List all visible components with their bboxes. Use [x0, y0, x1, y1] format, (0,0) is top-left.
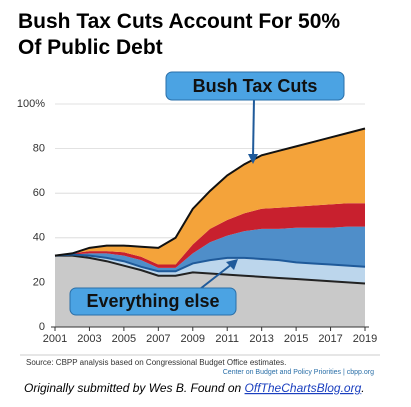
- arrow-head: [248, 154, 258, 164]
- annotations: Bush Tax Cuts Everything else: [69, 71, 345, 316]
- area: [55, 128, 365, 265]
- y-tick-label: 0: [39, 321, 45, 333]
- arrow-head: [226, 259, 238, 270]
- x-tick-label: 2019: [353, 333, 377, 345]
- annotation-box: [165, 71, 345, 101]
- x-tick-label: 2001: [43, 333, 67, 345]
- annotation: Bush Tax Cuts: [193, 76, 318, 96]
- source: Source: CBPP analysis based on Congressi…: [26, 358, 286, 367]
- y-tick-label: 40: [33, 232, 45, 244]
- y-tick-label: 60: [33, 187, 45, 199]
- x-tick-label: 2007: [146, 333, 170, 345]
- series-line: [54, 253, 366, 273]
- x-tick-label: 2003: [77, 333, 101, 345]
- area: [55, 226, 365, 272]
- footer-text: Originally submitted by Wes B. Found on: [24, 381, 245, 395]
- series-line: [54, 127, 366, 257]
- chart-title: Of Public Debt: [18, 36, 163, 59]
- x-tick-label: 2017: [318, 333, 342, 345]
- credit: Center on Budget and Policy Priorities |…: [223, 369, 374, 376]
- annotation-box: [69, 287, 237, 316]
- arrow: [199, 263, 233, 290]
- x-tick-label: 2013: [249, 333, 273, 345]
- x-tick-label: 2015: [284, 333, 308, 345]
- series-line: [55, 254, 366, 285]
- y-tick-label: 100%: [17, 98, 45, 110]
- area: [55, 203, 365, 268]
- y-tick-label: 80: [33, 143, 45, 155]
- annotation: Everything else: [86, 291, 219, 311]
- arrow: [252, 97, 255, 159]
- x-tick-label: 2011: [215, 333, 239, 345]
- x-tick-label: 2005: [112, 333, 136, 345]
- y-tick-label: 20: [33, 276, 45, 288]
- footer: Originally submitted by Wes B. Found on …: [24, 381, 365, 395]
- footer-end: .: [361, 381, 364, 395]
- chart-title: Bush Tax Cuts Account For 50%: [18, 10, 340, 33]
- footer-link[interactable]: OffTheChartsBlog.org: [245, 381, 362, 395]
- x-tick-label: 2009: [181, 333, 205, 345]
